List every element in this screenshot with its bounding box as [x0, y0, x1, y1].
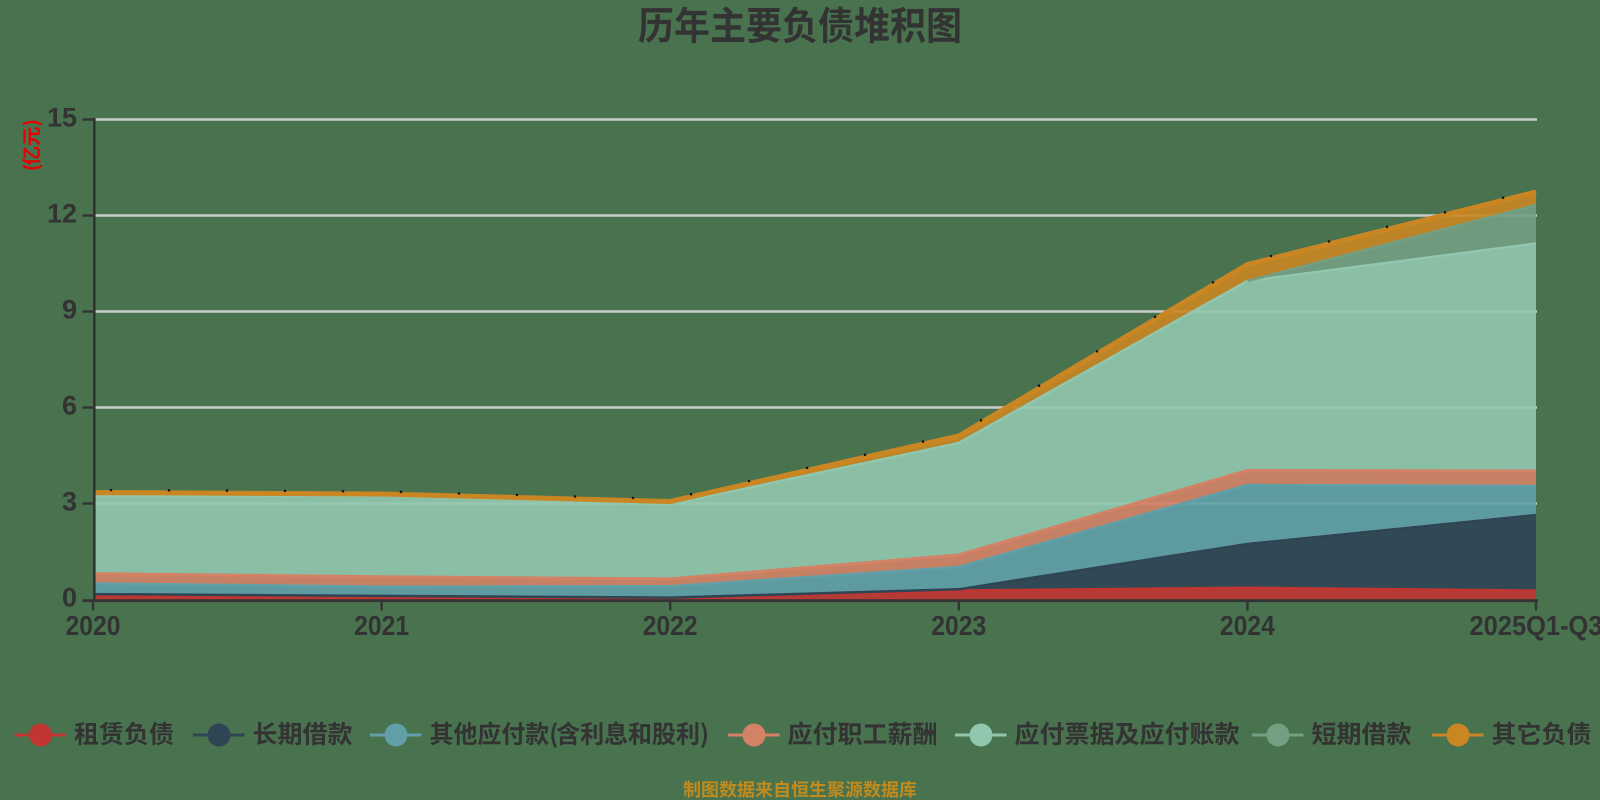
svg-text:2022: 2022	[643, 610, 698, 641]
svg-text:2025Q1-Q3: 2025Q1-Q3	[1470, 610, 1600, 641]
svg-text:6: 6	[62, 391, 77, 421]
svg-text:12: 12	[47, 199, 77, 229]
svg-text:15: 15	[47, 103, 77, 133]
svg-text:9: 9	[62, 295, 77, 325]
svg-text:2024: 2024	[1220, 610, 1275, 641]
svg-text:2023: 2023	[931, 610, 986, 641]
svg-text:3: 3	[62, 487, 77, 517]
svg-text:2020: 2020	[66, 610, 121, 641]
svg-text:0: 0	[62, 583, 77, 613]
svg-text:2021: 2021	[354, 610, 409, 641]
